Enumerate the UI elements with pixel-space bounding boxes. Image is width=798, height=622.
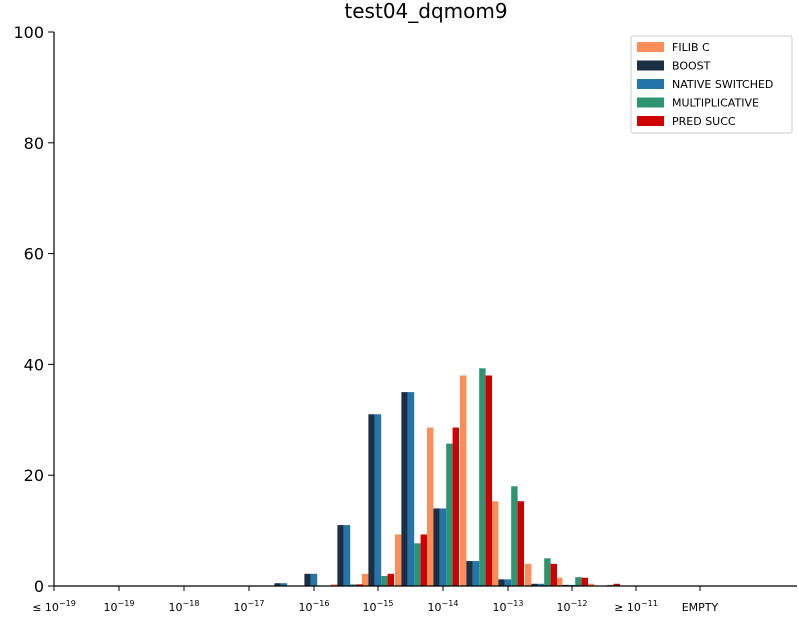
bar-multiplicative-8 <box>414 543 421 586</box>
legend-swatch <box>637 116 664 126</box>
y-tick-label: 20 <box>24 466 44 485</box>
bar-pred-succ-12 <box>550 563 557 586</box>
bar-boost-6 <box>337 525 344 586</box>
bar-filib-c-9 <box>427 427 434 586</box>
x-tick-label: 10−13 <box>493 599 524 614</box>
bar-multiplicative-11 <box>511 486 518 586</box>
bar-multiplicative-6 <box>350 584 357 586</box>
bar-boost-5 <box>304 573 311 586</box>
legend-label: MULTIPLICATIVE <box>672 97 759 110</box>
bar-multiplicative-12 <box>544 558 551 586</box>
bar-filib-c-8 <box>395 534 402 586</box>
x-tick-label: 10−16 <box>299 599 330 614</box>
bar-boost-7 <box>368 414 375 586</box>
bar-pred-succ-6 <box>356 584 363 586</box>
bar-native-switched-4 <box>280 583 288 586</box>
y-tick-label: 100 <box>13 23 44 42</box>
legend-label: FILIB C <box>672 41 710 54</box>
bar-boost-12 <box>531 583 538 586</box>
legend-swatch <box>637 42 664 52</box>
bar-boost-9 <box>433 508 440 586</box>
x-tick-label: 10−18 <box>169 599 200 614</box>
bar-filib-c-10 <box>460 375 467 586</box>
bar-multiplicative-9 <box>446 443 453 586</box>
bar-native-switched-6 <box>343 525 351 586</box>
bar-pred-succ-9 <box>452 427 459 586</box>
legend-label: NATIVE SWITCHED <box>672 78 773 91</box>
bar-multiplicative-13 <box>575 577 582 586</box>
x-tick-label: EMPTY <box>682 601 719 614</box>
bar-pred-succ-14 <box>613 583 620 586</box>
y-tick-label: 0 <box>34 577 44 596</box>
bar-native-switched-11 <box>504 579 512 586</box>
legend: FILIB C BOOST NATIVE SWITCHED MULTIPLICATIV… <box>630 35 793 134</box>
bar-boost-8 <box>401 392 408 586</box>
x-tick-label: 10−15 <box>363 599 394 614</box>
x-tick-label: 10−12 <box>557 599 588 614</box>
legend-box <box>630 35 793 134</box>
bar-multiplicative-10 <box>479 368 486 586</box>
bar-boost-10 <box>466 561 473 586</box>
x-tick-label: 10−17 <box>234 599 265 614</box>
bar-native-switched-10 <box>472 561 480 586</box>
bar-pred-succ-11 <box>517 501 524 586</box>
legend-swatch <box>637 79 664 89</box>
bar-filib-c-11 <box>492 501 499 586</box>
bar-native-switched-5 <box>310 573 318 586</box>
bar-native-switched-9 <box>439 508 447 586</box>
bar-pred-succ-10 <box>485 375 492 586</box>
bar-filib-c-13 <box>556 577 563 586</box>
bar-boost-11 <box>498 579 505 586</box>
bar-pred-succ-13 <box>581 577 588 586</box>
bar-pred-succ-7 <box>387 573 394 586</box>
x-axis: ≤ 10−19 10−19 10−18 10−17 10−16 10−15 10−14 10−… <box>32 585 797 614</box>
bar-filib-c-6 <box>331 584 338 586</box>
legend-label: PRED SUCC <box>672 115 736 128</box>
legend-label: BOOST <box>672 60 711 73</box>
y-tick-label: 40 <box>24 355 44 374</box>
bar-filib-c-14 <box>588 583 595 586</box>
bar-native-switched-12 <box>537 583 545 586</box>
y-tick-label: 80 <box>24 134 44 153</box>
bar-multiplicative-7 <box>381 576 388 586</box>
bar-native-switched-8 <box>407 392 415 586</box>
x-tick-label: ≤ 10−19 <box>32 599 76 614</box>
x-tick-label: ≥ 10−11 <box>614 599 658 614</box>
y-tick-label: 60 <box>24 245 44 264</box>
bar-filib-c-7 <box>362 573 369 586</box>
bars-group <box>274 368 620 586</box>
y-axis: 0 20 40 60 80 100 <box>13 23 55 596</box>
x-tick-label: 10−14 <box>428 599 459 614</box>
legend-swatch <box>637 60 664 71</box>
legend-swatch <box>637 97 664 108</box>
bar-pred-succ-8 <box>420 534 427 586</box>
bar-filib-c-12 <box>525 563 532 586</box>
bar-native-switched-7 <box>374 414 382 586</box>
bar-boost-4 <box>274 583 281 586</box>
chart-title: test04_dqmom9 <box>344 0 507 23</box>
x-tick-label: 10−19 <box>104 599 135 614</box>
